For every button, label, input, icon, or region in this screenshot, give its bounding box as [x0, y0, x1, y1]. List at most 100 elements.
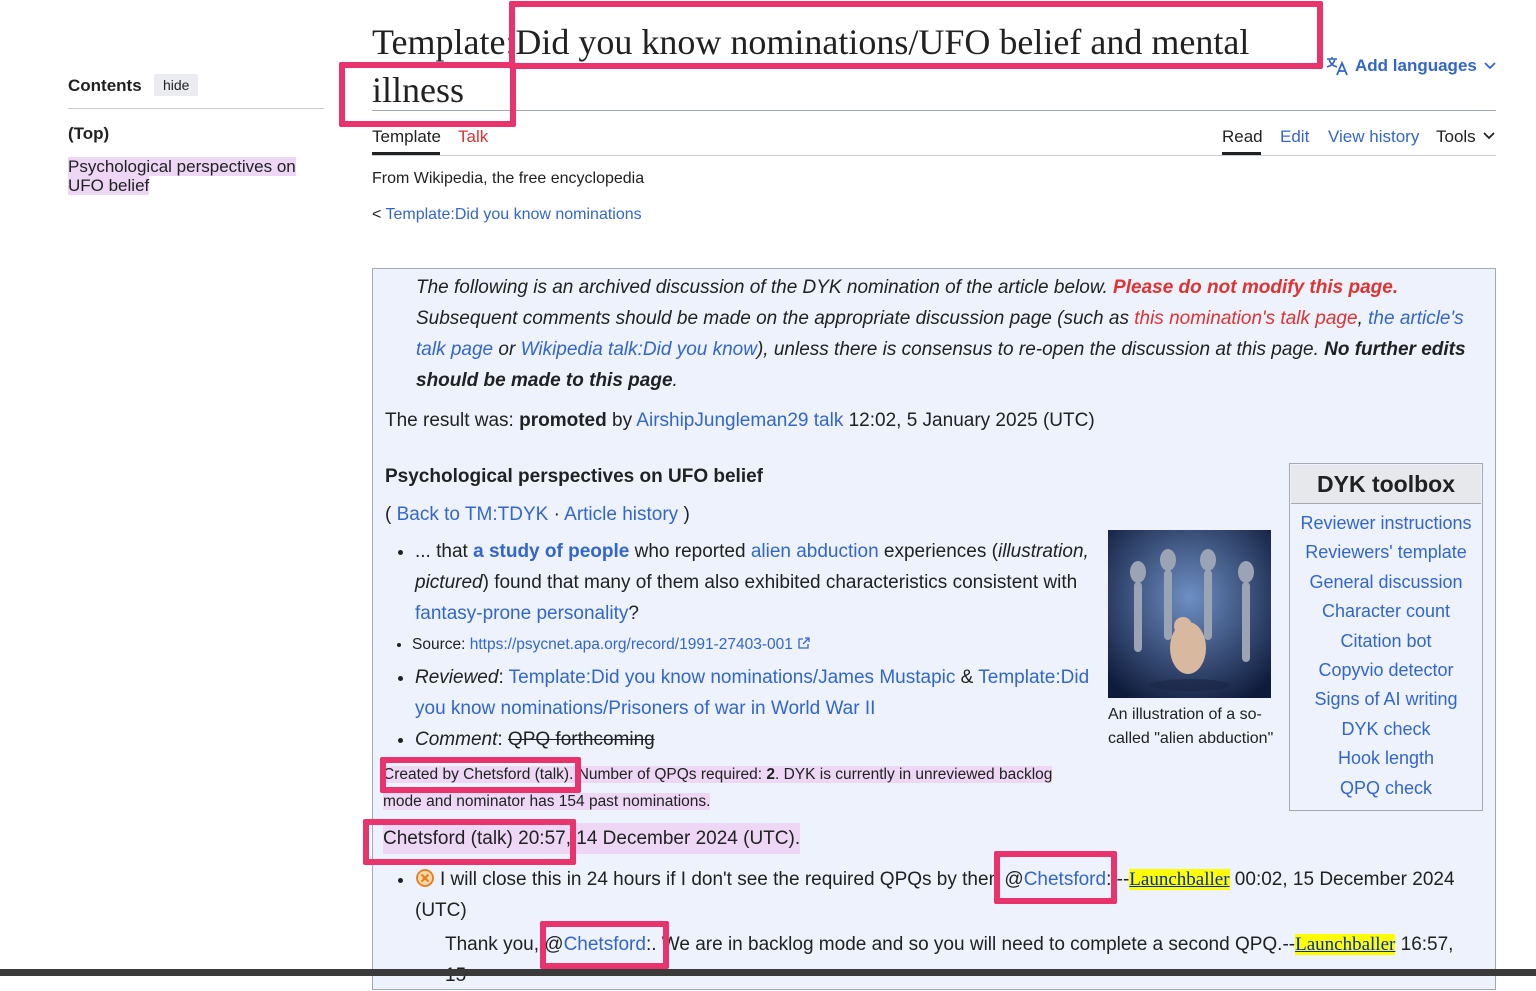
text-run: promoted: [519, 410, 607, 431]
highlight-box: [339, 62, 516, 127]
tab[interactable]: Read: [1222, 127, 1263, 146]
toc-item[interactable]: (Top): [68, 124, 110, 143]
comment-list: I will close this in 24 hours if I don't…: [415, 864, 1475, 991]
toolbox-items: Reviewer instructions Reviewers' template…: [1290, 505, 1482, 803]
chevron: [1484, 62, 1496, 70]
tab[interactable]: Edit: [1280, 127, 1310, 146]
text-run: .: [672, 370, 678, 391]
breadcrumb-link[interactable]: Template:Did you know nominations: [385, 206, 642, 223]
text-run: by: [606, 410, 637, 431]
toc-item[interactable]: Psychological perspectives on UFO belief: [68, 157, 308, 195]
comment: Comment: QPQ forthcoming: [415, 724, 1095, 755]
link[interactable]: Template:Did you know nominations/James …: [508, 667, 956, 688]
link[interactable]: alien abduction: [750, 541, 879, 562]
text-run: I will close this in 24 hours if I don't…: [440, 869, 1024, 890]
toolbox-link[interactable]: DYK check: [1341, 718, 1431, 739]
toolbox-title: DYK toolbox: [1291, 465, 1481, 504]
add-languages-label[interactable]: Add languages: [1355, 56, 1477, 75]
text-run: Reviewed: [415, 667, 499, 688]
source: Source: https://psycnet.apa.org/record/1…: [412, 631, 1095, 659]
reviewed: Reviewed: Template:Did you know nominati…: [415, 662, 1095, 724]
link[interactable]: Wikipedia talk:Did you know: [520, 339, 757, 360]
tab-underline: [372, 152, 440, 155]
link[interactable]: talk: [813, 410, 844, 431]
link[interactable]: Article history: [564, 504, 679, 525]
toc-heading: Contents: [68, 76, 142, 95]
divider: [372, 110, 1496, 111]
text-run: illustration,: [997, 541, 1089, 562]
text-run: The result was:: [385, 410, 520, 431]
tab[interactable]: View history: [1328, 127, 1420, 146]
text-run: Created by Chetsford (talk). Number of Q…: [383, 766, 767, 783]
toolbox-link[interactable]: Reviewers' template: [1305, 542, 1467, 563]
highlight-box: [363, 819, 576, 865]
highlight-box: [540, 921, 669, 969]
link[interactable]: Template:Did you know nominations/Prison…: [415, 667, 1090, 719]
text-run: 00:02, 15 December 2024 (UTC): [415, 869, 1455, 921]
text-run: Source:: [412, 636, 470, 653]
text-run: Chetsford (talk) 20:57, 14 December 2024…: [383, 828, 801, 849]
text-run: No further edits should be made to this …: [416, 339, 1466, 391]
text-run: or: [493, 339, 521, 360]
toolbox-link[interactable]: Hook length: [1337, 748, 1435, 769]
link[interactable]: https://psycnet.apa.org/record/1991-2740…: [469, 636, 793, 653]
hook: ... that a study of people who reported …: [415, 536, 1095, 629]
text-run: &: [955, 667, 979, 688]
toolbox-link[interactable]: Reviewer instructions: [1300, 513, 1472, 533]
archive-notice: The following is an archived discussion …: [416, 272, 1478, 396]
text-run: The following is an archived discussion …: [416, 277, 1114, 298]
result: The result was: promoted by AirshipJungl…: [385, 405, 1485, 436]
link[interactable]: Chetsford: [563, 934, 646, 955]
toolbox-link[interactable]: Citation bot: [1340, 630, 1432, 651]
toolbox-link[interactable]: Signs of AI writing: [1314, 689, 1458, 710]
text-run: ·: [548, 504, 565, 525]
divider: [68, 108, 324, 109]
tagline: From Wikipedia, the free encyclopedia: [372, 170, 645, 187]
image-caption: An illustration of a so-called "alien ab…: [1108, 706, 1274, 747]
signature: Chetsford (talk) 20:57, 14 December 2024…: [383, 823, 801, 854]
toc-hide[interactable]: hide: [154, 74, 199, 96]
tab[interactable]: Talk: [458, 127, 489, 146]
text-run: ) found that many of them also exhibited…: [482, 572, 1078, 593]
chevron: [1483, 132, 1495, 140]
link[interactable]: Chetsford: [1023, 869, 1107, 890]
link[interactable]: the article's talk page: [416, 308, 1464, 360]
text-run: 2: [766, 766, 775, 783]
link[interactable]: fantasy-prone personality: [415, 603, 629, 624]
tab[interactable]: Tools: [1436, 127, 1476, 146]
page-title: Template:Did you know nominations/UFO be…: [372, 22, 1250, 110]
add-languages[interactable]: Add languages: [1325, 55, 1497, 77]
text-run: :: [498, 667, 509, 688]
toolbox-link[interactable]: Copyvio detector: [1318, 660, 1454, 681]
link[interactable]: AirshipJungleman29: [636, 410, 809, 431]
review-comment: I will close this in 24 hours if I don't…: [415, 864, 1475, 926]
toolbox-link[interactable]: General discussion: [1309, 571, 1463, 592]
tab[interactable]: Template: [372, 127, 441, 146]
text-run: QPQ forthcoming: [507, 729, 655, 750]
highlight-box: [380, 757, 581, 793]
illustration: [1108, 530, 1271, 698]
link[interactable]: this nomination's talk page: [1134, 308, 1358, 329]
link[interactable]: Launchballer: [1295, 934, 1396, 955]
toolbox-link[interactable]: Character count: [1321, 601, 1451, 622]
toolbox-link[interactable]: QPQ check: [1339, 777, 1433, 798]
section-nav: ( Back to TM:TDYK · Article history ): [385, 499, 690, 530]
link[interactable]: Back to TM:TDYK: [396, 504, 549, 525]
review-reply: Thank you, @Chetsford:. We are in backlo…: [445, 929, 1475, 991]
text-run: Comment: [415, 729, 498, 750]
highlight-box: [509, 1, 1323, 69]
taskbar-strip: [0, 969, 1536, 976]
link[interactable]: Launchballer: [1129, 869, 1230, 890]
comment-text: I will close this in 24 hours if I don't…: [415, 869, 1455, 921]
text-run: ... that: [415, 541, 474, 562]
text-run: ): [678, 504, 690, 525]
divider: [372, 155, 1496, 156]
link[interactable]: a study of people: [473, 541, 630, 562]
toc-link[interactable]: Psychological perspectives on UFO belief: [68, 157, 296, 195]
hold-icon: [416, 869, 434, 887]
hook-list: ... that a study of people who reported …: [412, 536, 1095, 755]
language-icon: [1326, 57, 1348, 76]
text-run: experiences (: [878, 541, 998, 562]
tab-underline: [1222, 152, 1261, 155]
